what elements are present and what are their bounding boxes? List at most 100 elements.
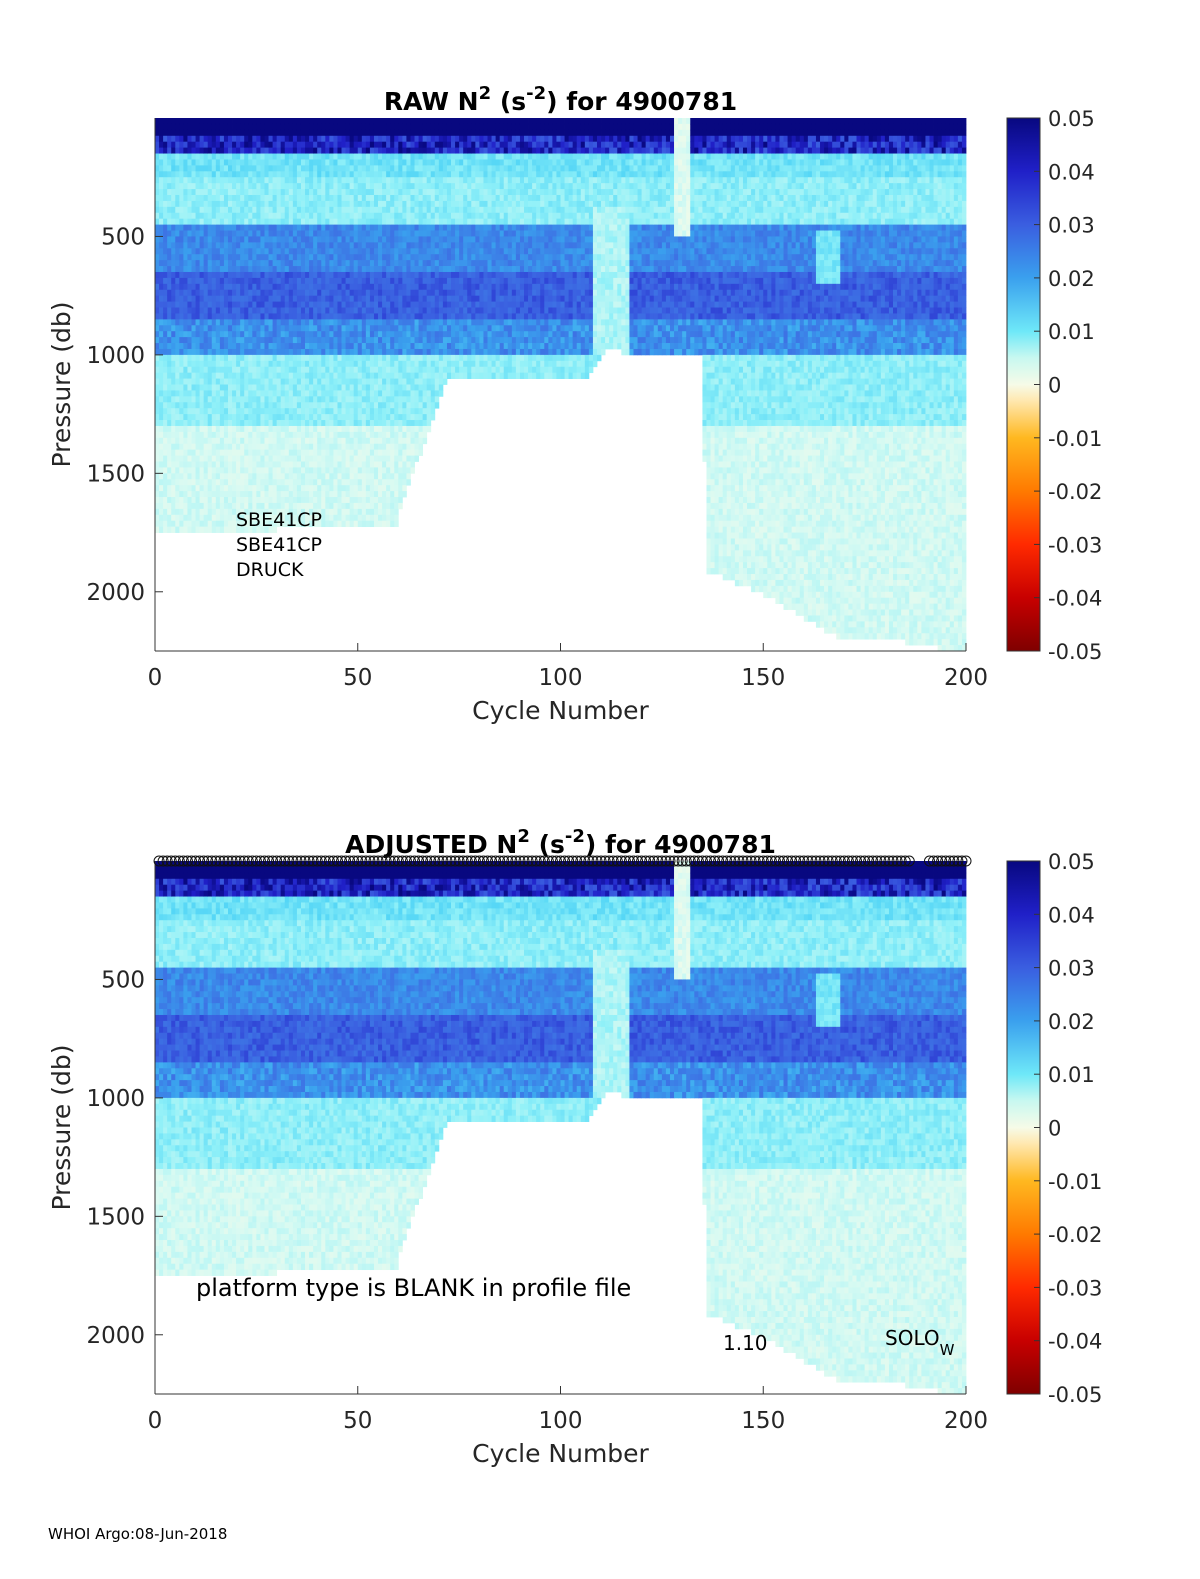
heatmap-cell <box>386 219 390 225</box>
heatmap-cell <box>171 515 175 521</box>
heatmap-cell <box>273 165 277 171</box>
heatmap-cell <box>220 497 224 503</box>
heatmap-cell <box>269 296 273 302</box>
heatmap-cell <box>313 313 317 319</box>
heatmap-cell <box>220 337 224 343</box>
heatmap-cell <box>415 361 419 367</box>
heatmap-cell <box>236 473 240 479</box>
heatmap-cell <box>179 201 183 207</box>
heatmap-cell <box>187 396 191 402</box>
heatmap-cell <box>362 479 366 485</box>
heatmap-cell <box>382 450 386 456</box>
heatmap-cell <box>337 124 341 130</box>
heatmap-cell <box>406 183 410 189</box>
heatmap-cell <box>358 473 362 479</box>
heatmap-cell <box>232 213 236 219</box>
heatmap-cell <box>415 456 419 462</box>
heatmap-cell <box>260 467 264 473</box>
heatmap-cell <box>269 456 273 462</box>
heatmap-cell <box>366 313 370 319</box>
heatmap-cell <box>362 373 366 379</box>
heatmap-cell <box>171 503 175 509</box>
heatmap-cell <box>451 319 455 325</box>
heatmap-cell <box>171 201 175 207</box>
heatmap-cell <box>248 272 252 278</box>
heatmap-cell <box>212 473 216 479</box>
heatmap-cell <box>419 260 423 266</box>
heatmap-cell <box>273 467 277 473</box>
heatmap-cell <box>212 432 216 438</box>
heatmap-cell <box>378 165 382 171</box>
heatmap-cell <box>317 319 321 325</box>
heatmap-cell <box>179 231 183 237</box>
heatmap-cell <box>155 444 159 450</box>
heatmap-cell <box>264 171 268 177</box>
heatmap-cell <box>293 148 297 154</box>
heatmap-cell <box>187 154 191 160</box>
heatmap-cell <box>293 426 297 432</box>
heatmap-cell <box>301 148 305 154</box>
heatmap-cell <box>394 225 398 231</box>
heatmap-cell <box>370 343 374 349</box>
heatmap-cell <box>212 325 216 331</box>
heatmap-cell <box>192 343 196 349</box>
heatmap-cell <box>212 331 216 337</box>
heatmap-cell <box>366 373 370 379</box>
heatmap-cell <box>204 124 208 130</box>
heatmap-cell <box>301 213 305 219</box>
heatmap-cell <box>240 219 244 225</box>
heatmap-cell <box>301 124 305 130</box>
heatmap-cell <box>252 154 256 160</box>
heatmap-cell <box>419 159 423 165</box>
heatmap-cell <box>390 373 394 379</box>
heatmap-cell <box>439 213 443 219</box>
heatmap-cell <box>427 207 431 213</box>
heatmap-cell <box>155 473 159 479</box>
heatmap-cell <box>354 266 358 272</box>
heatmap-cell <box>248 444 252 450</box>
heatmap-cell <box>342 296 346 302</box>
heatmap-cell <box>248 420 252 426</box>
heatmap-cell <box>183 444 187 450</box>
heatmap-cell <box>293 308 297 314</box>
heatmap-cell <box>260 432 264 438</box>
heatmap-cell <box>427 361 431 367</box>
heatmap-cell <box>382 189 386 195</box>
heatmap-cell <box>212 373 216 379</box>
heatmap-cell <box>273 260 277 266</box>
heatmap-cell <box>313 236 317 242</box>
heatmap-cell <box>179 343 183 349</box>
heatmap-cell <box>402 154 406 160</box>
heatmap-cell <box>277 361 281 367</box>
heatmap-cell <box>289 408 293 414</box>
heatmap-cell <box>309 165 313 171</box>
heatmap-cell <box>293 385 297 391</box>
heatmap-cell <box>443 219 447 225</box>
heatmap-cell <box>410 148 414 154</box>
heatmap-cell <box>386 136 390 142</box>
heatmap-cell <box>398 189 402 195</box>
heatmap-cell <box>208 183 212 189</box>
heatmap-cell <box>374 414 378 420</box>
heatmap-cell <box>455 308 459 314</box>
heatmap-cell <box>269 396 273 402</box>
heatmap-cell <box>313 426 317 432</box>
heatmap-cell <box>277 379 281 385</box>
heatmap-cell <box>378 142 382 148</box>
heatmap-cell <box>406 236 410 242</box>
heatmap-cell <box>244 124 248 130</box>
heatmap-cell <box>236 385 240 391</box>
heatmap-cell <box>179 272 183 278</box>
heatmap-cell <box>342 355 346 361</box>
heatmap-cell <box>208 319 212 325</box>
heatmap-cell <box>329 219 333 225</box>
heatmap-cell <box>402 414 406 420</box>
heatmap-cell <box>187 260 191 266</box>
heatmap-cell <box>362 207 366 213</box>
heatmap-cell <box>159 242 163 248</box>
heatmap-cell <box>212 337 216 343</box>
heatmap-cell <box>415 260 419 266</box>
heatmap-cell <box>378 219 382 225</box>
heatmap-cell <box>252 367 256 373</box>
heatmap-cell <box>443 159 447 165</box>
